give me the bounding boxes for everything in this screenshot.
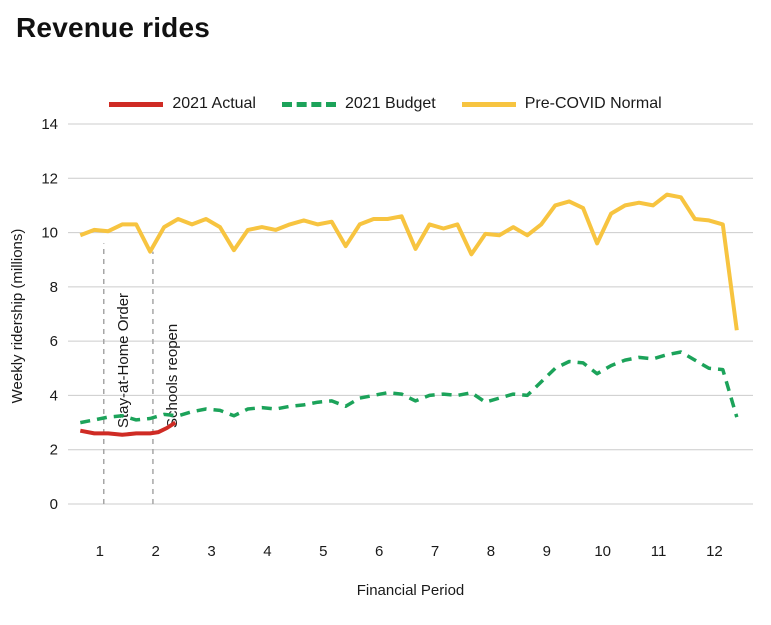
legend-item-2021-budget: 2021 Budget	[281, 95, 436, 113]
x-tick-label: 7	[431, 543, 439, 560]
gridlines	[68, 123, 753, 505]
legend-swatch-2021-actual	[109, 101, 164, 107]
x-axis-tick-labels: 1 2 3 4 5 6 7 8 9 10 11 12	[96, 543, 723, 560]
y-tick-label: 6	[50, 333, 58, 350]
y-axis-title: Weekly ridership (millions)	[9, 229, 26, 404]
x-axis-title: Financial Period	[357, 582, 465, 599]
y-axis-tick-labels: 0 2 4 6 8 10 12 14	[41, 116, 58, 513]
legend: 2021 Actual 2021 Budget Pre-COVID Normal	[0, 94, 771, 114]
x-tick-label: 11	[651, 543, 667, 560]
x-tick-label: 12	[706, 543, 723, 560]
series-lines	[79, 192, 739, 437]
y-tick-label: 0	[50, 496, 58, 513]
annotation-label-0: Stay-at-Home Order	[115, 293, 132, 428]
page-title: Revenue rides	[16, 12, 211, 43]
legend-swatch-pre-covid-normal	[461, 101, 516, 107]
x-tick-label: 1	[96, 543, 104, 560]
y-tick-label: 4	[50, 387, 58, 404]
x-tick-label: 8	[487, 543, 495, 560]
series-line-2021-budget	[79, 350, 739, 425]
annotation-label-1: Schools reopen	[164, 324, 181, 428]
chart-page: Revenue rides 2021 Actual 2021 Budget Pr…	[0, 12, 771, 625]
y-tick-label: 2	[50, 442, 58, 459]
legend-label-pre-covid-normal: Pre-COVID Normal	[524, 95, 662, 112]
series-line-pre-covid-normal	[79, 192, 739, 331]
legend-item-pre-covid-normal: Pre-COVID Normal	[461, 95, 662, 113]
x-tick-label: 3	[207, 543, 215, 560]
annotations: Stay-at-Home Order Schools reopen	[103, 243, 181, 504]
x-tick-label: 2	[152, 543, 160, 560]
legend-label-2021-actual: 2021 Actual	[172, 95, 256, 112]
legend-label-2021-budget: 2021 Budget	[344, 95, 436, 112]
series-line-2021-actual	[79, 420, 177, 437]
y-tick-label: 12	[41, 170, 58, 187]
x-tick-label: 4	[263, 543, 271, 560]
x-tick-label: 5	[319, 543, 327, 560]
y-tick-label: 10	[41, 225, 58, 242]
x-tick-label: 9	[543, 543, 551, 560]
y-tick-label: 8	[50, 279, 58, 296]
y-tick-label: 14	[41, 116, 58, 133]
legend-item-2021-actual: 2021 Actual	[109, 95, 256, 113]
x-tick-label: 6	[375, 543, 383, 560]
x-tick-label: 10	[594, 543, 611, 560]
legend-swatch-2021-budget	[281, 101, 336, 107]
